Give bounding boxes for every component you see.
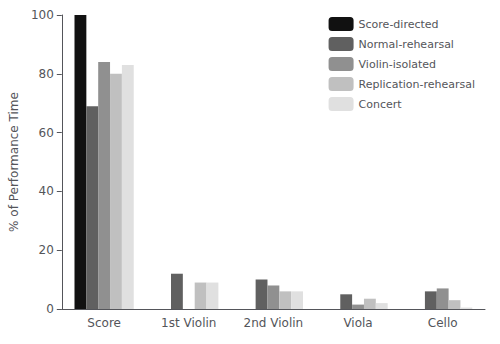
svg-text:2nd Violin: 2nd Violin [244, 316, 304, 330]
svg-text:40: 40 [39, 184, 54, 198]
svg-text:80: 80 [39, 67, 54, 81]
svg-text:Cello: Cello [428, 316, 458, 330]
svg-text:Normal-rehearsal: Normal-rehearsal [359, 38, 454, 51]
svg-text:100: 100 [31, 8, 54, 22]
svg-text:Concert: Concert [359, 98, 403, 111]
svg-text:Violin-isolated: Violin-isolated [359, 58, 437, 71]
svg-text:Score-directed: Score-directed [359, 18, 439, 31]
svg-text:1st Violin: 1st Violin [161, 316, 216, 330]
svg-text:60: 60 [39, 126, 54, 140]
svg-text:Score: Score [87, 316, 121, 330]
svg-text:0: 0 [46, 302, 54, 316]
svg-text:20: 20 [39, 243, 54, 257]
svg-text:Viola: Viola [343, 316, 372, 330]
svg-text:% of Performance Time: % of Performance Time [7, 92, 21, 232]
svg-text:Replication-rehearsal: Replication-rehearsal [359, 78, 475, 91]
